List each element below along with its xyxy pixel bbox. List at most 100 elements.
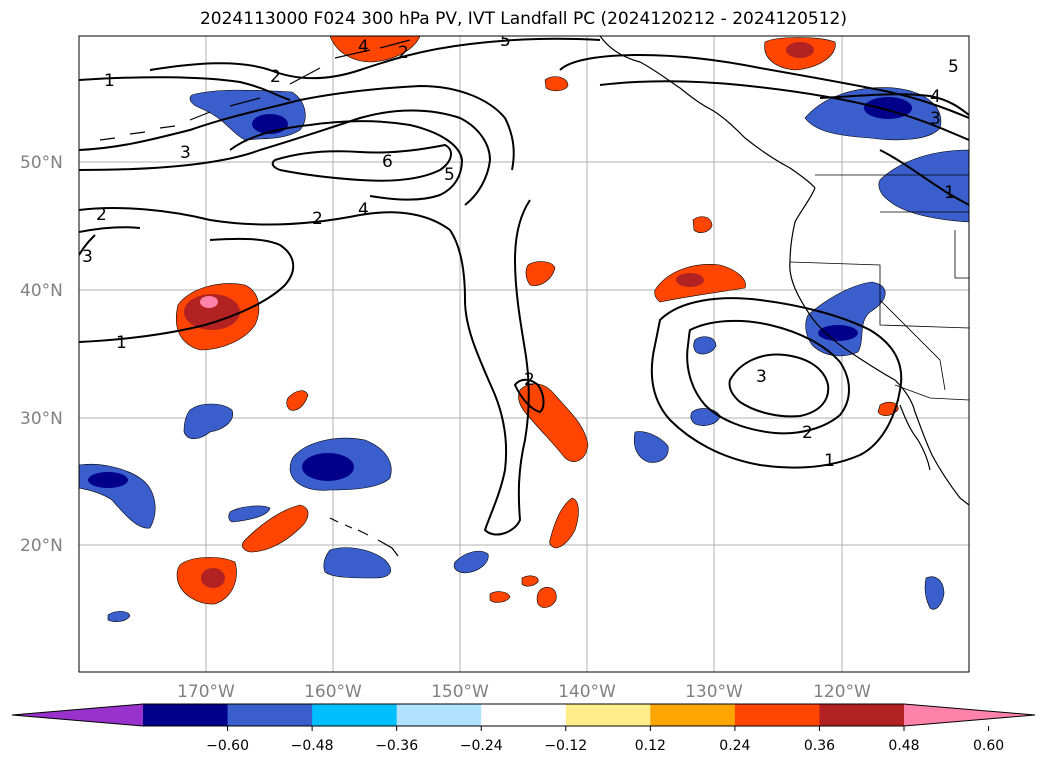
contour-label: 2 xyxy=(270,67,281,87)
blue-patch-small-2 xyxy=(323,547,392,579)
map-border xyxy=(78,35,970,673)
state-line-3 xyxy=(954,230,969,279)
contour-east-ridge xyxy=(559,53,969,119)
colorbar-outline xyxy=(11,703,1036,727)
colorbar-bin xyxy=(819,704,905,726)
lon-label: 170°W xyxy=(177,682,235,702)
red-core-east xyxy=(676,273,704,287)
red-patch-small-7 xyxy=(489,591,511,603)
contour-5-ridge xyxy=(229,120,464,201)
contour-label: 3 xyxy=(180,143,191,163)
state-line-1 xyxy=(789,261,969,329)
us-mexico-border xyxy=(894,384,969,401)
positive-anomaly-areas xyxy=(176,36,899,608)
colorbar-tick-label: 0.60 xyxy=(973,738,1004,754)
colorbar-extend-low xyxy=(12,704,143,726)
colorbar-bin xyxy=(734,704,820,726)
north-america-west-coast xyxy=(789,187,969,506)
lon-label: 160°W xyxy=(304,682,362,702)
contour-6-core xyxy=(271,143,452,182)
contour-label: 2 xyxy=(398,43,409,63)
colorbar-bin xyxy=(650,704,736,726)
red-patch-small-8 xyxy=(521,575,539,587)
red-core-west xyxy=(184,294,240,330)
red-core-ne xyxy=(786,42,814,58)
pink-core-west xyxy=(200,296,218,308)
colorbar-tick-label: −0.48 xyxy=(291,738,334,754)
red-patch-small-3 xyxy=(692,216,713,233)
colorbar-tick-label: 0.12 xyxy=(635,738,666,754)
contour-label: 4 xyxy=(358,200,369,220)
pv-contours xyxy=(79,37,969,536)
contour-cutoff-3 xyxy=(728,353,830,418)
contour-2-small-loop xyxy=(513,378,545,414)
contour-label: 1 xyxy=(824,451,835,471)
red-patch-mid xyxy=(241,504,309,553)
blue-patch-small-3 xyxy=(633,431,669,463)
colorbar-bin xyxy=(143,704,229,726)
colorbar: −0.60 −0.48 −0.36 −0.24 −0.12 0.12 0.24 0.36 0.4… xyxy=(11,703,1036,754)
contour-label: 2 xyxy=(802,423,813,443)
red-patch-small-4 xyxy=(544,76,569,92)
contour-label: 1 xyxy=(116,333,127,353)
red-core-south-west xyxy=(201,568,225,588)
contour-label: 4 xyxy=(358,37,369,57)
contour-3-north xyxy=(79,84,515,171)
aleutian-islands xyxy=(99,39,411,141)
colorbar-tick-label: −0.24 xyxy=(460,738,503,754)
blue-core-california xyxy=(818,325,858,341)
blue-patch-small-1 xyxy=(183,403,233,440)
contour-east-2 xyxy=(599,80,969,141)
contour-4-ridge xyxy=(79,109,492,206)
contour-label: 5 xyxy=(948,57,959,77)
state-line-4 xyxy=(879,299,946,391)
baja-peninsula xyxy=(899,404,931,471)
contour-label: 2 xyxy=(524,370,535,390)
colorbar-tick-label: −0.60 xyxy=(206,738,249,754)
lat-label: 40°N xyxy=(20,281,63,301)
red-patch-small-2 xyxy=(286,390,309,411)
colorbar-bin xyxy=(396,704,482,726)
contour-cutoff-2 xyxy=(686,319,850,435)
contour-label: 2 xyxy=(96,205,107,225)
blue-patch-pacific-nw xyxy=(878,149,969,223)
contour-label: 1 xyxy=(104,71,115,91)
political-borders xyxy=(789,174,969,401)
blue-core-central-pacific xyxy=(302,453,354,481)
colorbar-bin xyxy=(565,704,651,726)
blue-patch-small-7 xyxy=(693,336,717,355)
blue-core-west-pacific xyxy=(88,472,128,488)
contour-2-trough xyxy=(79,199,531,536)
contour-label: 3 xyxy=(82,247,93,267)
colorbar-bin xyxy=(227,704,313,726)
lon-label: 140°W xyxy=(558,682,616,702)
colorbar-tick-label: 0.48 xyxy=(888,738,919,754)
contour-label: 1 xyxy=(944,183,955,203)
contour-label: 5 xyxy=(444,165,455,185)
blue-patch-small-9 xyxy=(107,611,131,622)
lat-label: 50°N xyxy=(20,153,63,173)
latitude-labels: 50°N 40°N 30°N 20°N xyxy=(20,153,63,556)
red-patch-small-6 xyxy=(877,401,899,416)
contour-2-north xyxy=(149,37,601,80)
red-patch-narrow xyxy=(549,497,579,549)
alaska-coast xyxy=(599,36,816,189)
lon-label: 150°W xyxy=(431,682,489,702)
red-patch-small-5 xyxy=(536,587,557,608)
colorbar-tick-label: −0.36 xyxy=(375,738,418,754)
colorbar-extend-high xyxy=(904,704,1035,726)
coastlines xyxy=(99,36,969,557)
blue-patch-small-4 xyxy=(453,550,489,574)
contour-1-trough xyxy=(79,237,295,343)
lon-label: 130°W xyxy=(685,682,743,702)
gridlines xyxy=(79,36,969,672)
red-patch-north xyxy=(329,36,421,63)
contour-label: 5 xyxy=(500,31,511,51)
contour-label: 2 xyxy=(312,209,323,229)
contour-label: 6 xyxy=(382,152,393,172)
contour-east-4 xyxy=(819,93,969,116)
colorbar-tick-label: −0.12 xyxy=(544,738,587,754)
contour-label: 3 xyxy=(930,109,941,129)
contour-label: 3 xyxy=(756,367,767,387)
